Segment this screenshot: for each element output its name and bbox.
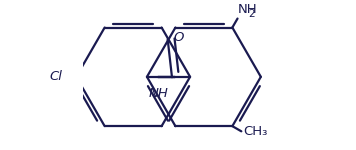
Text: NH: NH [238, 3, 258, 16]
Text: Cl: Cl [50, 70, 63, 83]
Text: NH: NH [148, 87, 168, 100]
Text: CH₃: CH₃ [244, 125, 268, 138]
Text: 2: 2 [248, 9, 255, 19]
Text: O: O [173, 31, 184, 44]
